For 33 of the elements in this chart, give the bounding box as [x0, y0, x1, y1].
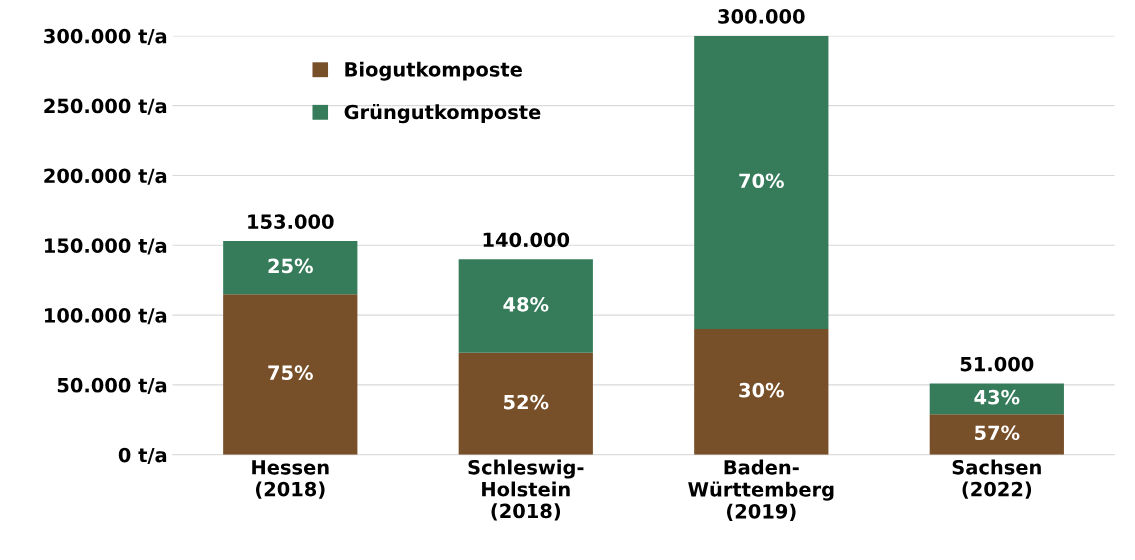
total-label: 140.000 — [483, 232, 570, 248]
bar — [929, 383, 1064, 415]
annotation: 30% — [739, 382, 784, 398]
x-tick-label: Sachsen (2022) — [952, 459, 1041, 499]
total-label: 153.000 — [248, 214, 334, 229]
y-tick-label: 300.000 t/a — [44, 28, 167, 46]
annotation: 52% — [504, 394, 549, 410]
annotation: 70% — [739, 173, 784, 189]
y-tick-label: 50.000 t/a — [57, 377, 167, 395]
x-tick-label: Baden- Württemberg (2019) — [688, 459, 834, 521]
y-tick-label: 250.000 t/a — [44, 98, 167, 115]
bar — [458, 352, 593, 455]
total-label: 300.000 — [718, 9, 805, 24]
bar — [694, 329, 829, 455]
annotation: 43% — [974, 389, 1020, 405]
annotation: 57% — [975, 425, 1020, 441]
annotation: 25% — [268, 258, 313, 274]
x-tick-label: Schleswig- Holstein (2018) — [468, 459, 584, 521]
annotation: 75% — [268, 365, 313, 381]
x-tick-label: Hessen (2018) — [252, 460, 329, 499]
annotation: 48% — [503, 296, 549, 312]
y-tick-label: 100.000 t/a — [45, 308, 167, 325]
legend-label: Biogutkomposte — [345, 61, 522, 81]
bar — [458, 259, 593, 353]
bar — [929, 414, 1064, 455]
y-tick-label: 0 t/a — [118, 447, 167, 464]
bar — [223, 294, 358, 455]
total-label: 51.000 — [960, 356, 1034, 372]
bar — [694, 35, 829, 330]
y-tick-label: 150.000 t/a — [45, 238, 167, 255]
y-tick-label: 200.000 t/a — [44, 168, 167, 185]
bar — [223, 241, 358, 295]
legend-label: Grüngutkomposte — [344, 104, 541, 124]
